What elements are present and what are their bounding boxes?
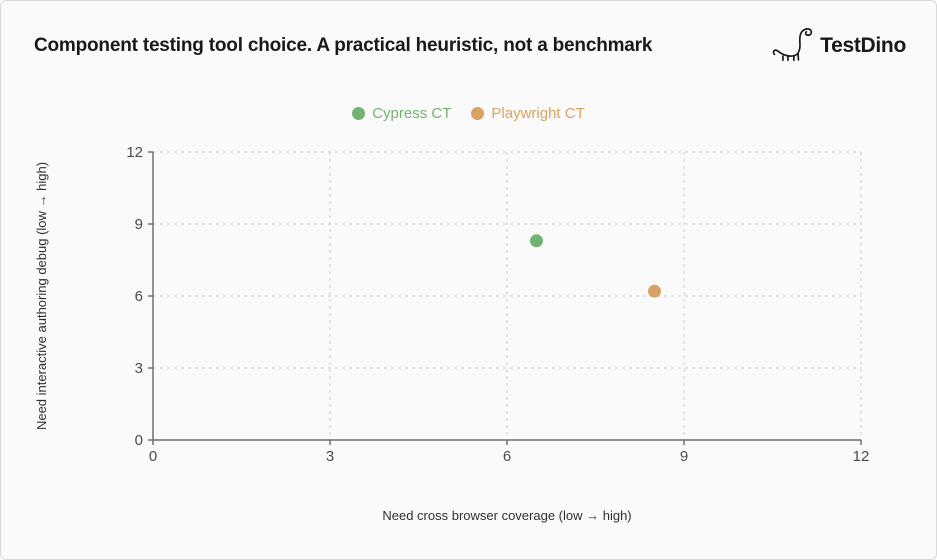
brand-logo: TestDino — [772, 25, 906, 67]
legend-dot-icon — [352, 107, 366, 120]
page-title: Component testing tool choice. A practic… — [34, 35, 653, 56]
x-tick-label: 6 — [503, 448, 511, 465]
x-tick-label: 12 — [853, 448, 870, 465]
y-tick-label: 12 — [126, 144, 143, 161]
x-tick-label: 0 — [149, 448, 157, 465]
y-tick-label: 0 — [135, 432, 143, 449]
data-point-playwright-ct[interactable] — [648, 284, 661, 298]
y-tick-label: 6 — [135, 288, 143, 305]
legend-label: Playwright CT — [491, 105, 585, 122]
legend-dot-icon — [471, 107, 485, 120]
x-tick-label: 3 — [326, 448, 334, 465]
legend-item-cypress-ct[interactable]: Cypress CT — [352, 105, 451, 122]
dino-icon — [772, 25, 814, 67]
header: Component testing tool choice. A practic… — [34, 25, 906, 67]
y-tick-label: 9 — [135, 216, 143, 233]
y-tick-label: 3 — [135, 360, 143, 377]
legend-item-playwright-ct[interactable]: Playwright CT — [471, 105, 585, 122]
legend-label: Cypress CT — [372, 105, 452, 122]
x-axis-label: Need cross browser coverage (low → high) — [382, 508, 631, 523]
x-tick-label: 9 — [680, 448, 688, 465]
chart-legend: Cypress CT Playwright CT — [1, 105, 936, 122]
y-axis-label: Need interactive authoring debug (low → … — [34, 162, 49, 430]
data-point-cypress-ct[interactable] — [530, 234, 543, 248]
brand-name: TestDino — [820, 34, 906, 57]
